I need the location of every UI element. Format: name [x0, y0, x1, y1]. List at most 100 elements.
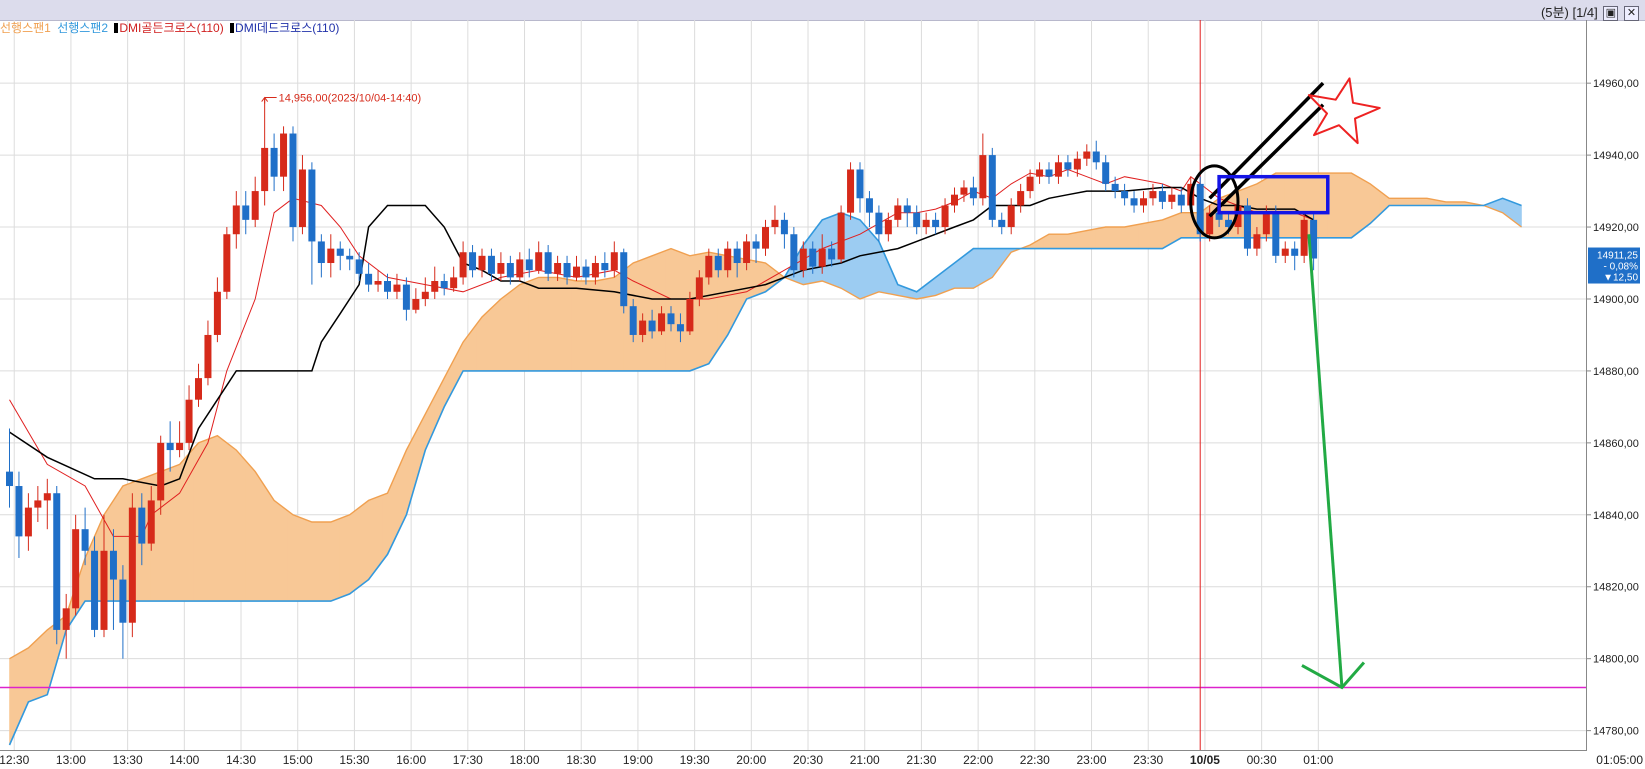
candle-body [6, 471, 13, 487]
candle-body [686, 298, 694, 332]
candle-body [1054, 162, 1062, 177]
cloud-segment [1176, 212, 1182, 242]
grid [0, 20, 1586, 750]
cloud-segment [1280, 172, 1286, 239]
candle-body [43, 493, 51, 501]
x-tick-label: 14:00 [169, 753, 199, 767]
cloud-segment [363, 499, 369, 584]
cloud-segment [287, 510, 294, 602]
cloud-segment [642, 257, 648, 372]
cloud-segment [1336, 172, 1343, 239]
cloud-segment [1365, 180, 1371, 228]
candle-body [195, 378, 202, 400]
candle-body [1017, 191, 1025, 206]
candle-body [903, 205, 911, 213]
x-tick-label: 22:00 [963, 753, 993, 767]
cloud-segment [495, 298, 502, 372]
close-icon[interactable]: ✕ [1624, 6, 1639, 22]
candle-body [1310, 219, 1318, 259]
candle-body [506, 263, 514, 278]
last-price-text: ▼12,50 [1603, 273, 1638, 284]
cloud-segment [1341, 172, 1347, 239]
candle-body [232, 205, 240, 235]
cloud-segment [873, 235, 880, 295]
candle-body [998, 219, 1006, 228]
cloud-segment [354, 507, 360, 591]
y-tick-label: 14840,00 [1593, 510, 1639, 522]
x-tick-label: 10/05 [1190, 753, 1220, 767]
legend-dmi-golden-cross: DMI골든크로스(110) [114, 21, 224, 35]
cloud-segment [273, 499, 280, 602]
y-tick-label: 14960,00 [1593, 78, 1639, 90]
candle-body [1196, 183, 1204, 235]
cloud-segment [599, 278, 606, 372]
cloud-segment [1067, 232, 1073, 249]
cloud-segment [1355, 175, 1362, 235]
cloud-segment [973, 248, 979, 289]
candle-body [894, 205, 902, 220]
cloud-segment [1157, 219, 1163, 249]
candle-body [317, 241, 325, 264]
cloud-segment [311, 521, 317, 602]
candle-body [913, 212, 921, 228]
cloud-segment [670, 248, 677, 372]
cloud-segment [1294, 172, 1300, 239]
cloud-segment [1119, 226, 1125, 249]
cloud-segment [1110, 226, 1116, 249]
candle-body [525, 259, 533, 271]
candlestick-chart[interactable]: 14,956,00(2023/10/04-14:40) 14960,00 1494… [0, 20, 1645, 769]
drawn-arrow-head [1301, 661, 1366, 690]
candle-body [1177, 194, 1185, 206]
cloud-segment [13, 652, 20, 735]
candle-body [762, 227, 769, 249]
candle-body [289, 133, 297, 228]
cloud-segment [325, 521, 332, 602]
candle-body [951, 194, 958, 206]
candle-body [601, 263, 609, 271]
candle-body [714, 255, 722, 271]
cloud-segment [1058, 233, 1064, 249]
candle-body [223, 234, 231, 292]
cloud-segment [968, 248, 974, 289]
page-indicator[interactable]: [1/4] [1572, 5, 1598, 20]
candle-body [119, 579, 127, 623]
cloud-segment [113, 492, 119, 602]
cloud-segment [292, 514, 299, 602]
cloud-segment [1062, 233, 1069, 249]
legend-marker-icon [230, 23, 235, 33]
candle-body [790, 234, 798, 271]
candle-body [752, 241, 760, 249]
y-tick-label: 14800,00 [1593, 654, 1639, 666]
cloud-segment [396, 460, 402, 535]
candle-body [384, 281, 391, 292]
cloud-segment [1147, 221, 1154, 249]
axes: 14960,00 14940,00 14920,00 14900,00 14880,00… [0, 78, 1643, 767]
candle-body [497, 263, 505, 274]
cloud-segment [1370, 183, 1376, 225]
candle-body [1007, 205, 1015, 228]
window-restore-icon[interactable]: ▣ [1603, 6, 1619, 22]
cloud-segment [1318, 172, 1324, 239]
x-tick-label: 14:30 [226, 753, 256, 767]
candle-body [128, 507, 136, 623]
last-price-text: - 0,08% [1604, 262, 1639, 273]
interval-label[interactable]: (5분) [1540, 5, 1569, 20]
cloud-segment [500, 294, 506, 372]
x-axis-border [0, 750, 1587, 751]
candle-body [166, 442, 174, 451]
cloud-segment [236, 449, 242, 602]
cloud-segment [533, 276, 540, 372]
y-tick-label: 14940,00 [1593, 150, 1639, 162]
cloud-segment [751, 259, 757, 298]
cloud-segment [543, 277, 549, 372]
cloud-segment [1393, 197, 1399, 206]
chart-title-bar [0, 0, 1645, 21]
candle-body [743, 241, 751, 264]
x-tick-label: 13:30 [113, 753, 143, 767]
candle-body [261, 147, 269, 192]
cloud-segment [954, 258, 960, 289]
cloud-segment [306, 519, 313, 602]
candle-body [355, 259, 363, 274]
candle-body [733, 248, 741, 264]
candle-body [15, 486, 23, 537]
